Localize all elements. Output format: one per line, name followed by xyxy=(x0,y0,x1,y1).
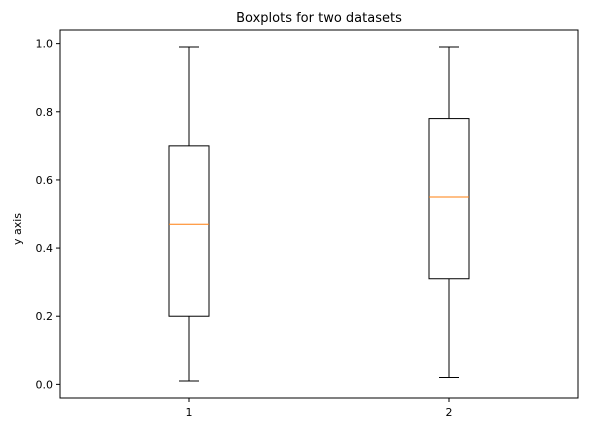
y-tick-label: 0.4 xyxy=(36,242,54,255)
y-tick-label: 0.6 xyxy=(36,174,54,187)
y-tick-label: 0.8 xyxy=(36,106,54,119)
chart-title: Boxplots for two datasets xyxy=(236,11,402,26)
boxplot-1 xyxy=(168,46,210,382)
y-tick-label: 0.0 xyxy=(36,378,54,391)
plot-area-frame xyxy=(59,29,579,399)
y-axis-label: y axis xyxy=(11,213,24,245)
boxplot-2 xyxy=(428,46,470,379)
x-tick-label: 2 xyxy=(446,406,453,419)
x-tick-label: 1 xyxy=(186,406,193,419)
y-tick-label: 1.0 xyxy=(36,38,54,51)
box-series xyxy=(168,46,470,382)
iqr-box xyxy=(168,145,210,317)
y-tick-label: 0.2 xyxy=(36,310,54,323)
y-axis: 0.0 0.2 0.4 0.6 0.8 1.0 xyxy=(36,38,60,391)
iqr-box xyxy=(428,118,470,280)
